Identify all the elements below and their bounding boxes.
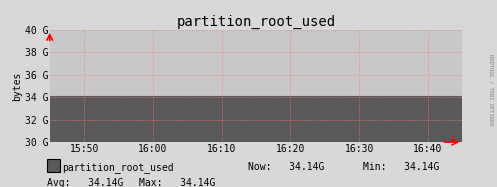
Y-axis label: bytes: bytes <box>12 71 22 101</box>
Text: Avg:   34.14G: Avg: 34.14G <box>47 178 124 187</box>
Text: RRDTOOL / TOBI OETIKER: RRDTOOL / TOBI OETIKER <box>489 54 494 125</box>
Text: Now:   34.14G: Now: 34.14G <box>248 162 325 172</box>
Text: Min:   34.14G: Min: 34.14G <box>363 162 439 172</box>
Text: Max:   34.14G: Max: 34.14G <box>139 178 216 187</box>
Title: partition_root_used: partition_root_used <box>176 15 335 29</box>
Text: partition_root_used: partition_root_used <box>63 162 174 173</box>
